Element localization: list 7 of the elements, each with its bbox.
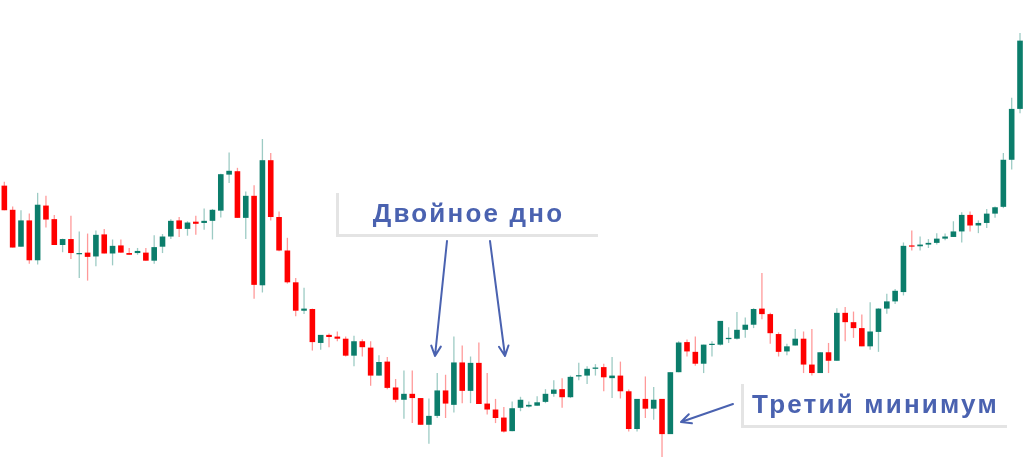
callout-box: Двойное дно [336,193,598,237]
callout-box: Третий минимум [741,384,1007,428]
candlestick [584,365,590,385]
candlestick [326,332,332,348]
annotation: Двойное дно [372,198,565,229]
candlestick [534,395,540,407]
annotation: Третий минимум [752,389,999,420]
